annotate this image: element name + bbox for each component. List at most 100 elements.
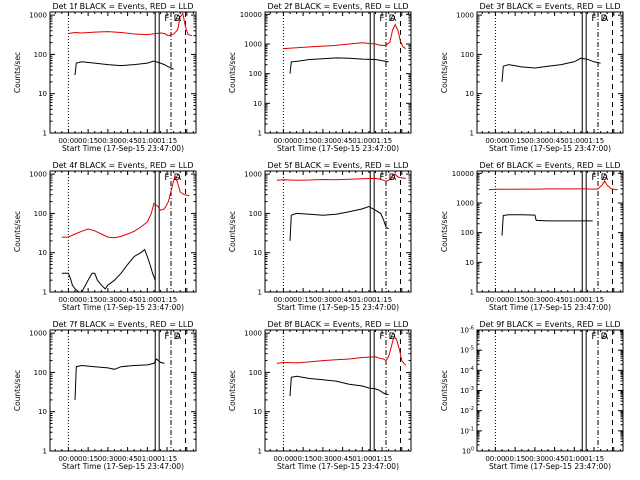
y-axis-label: Counts/sec <box>13 52 22 93</box>
x-axis-label: Start Time (17-Sep-15 23:47:00) <box>277 462 399 471</box>
x-tick-label: 00:30 <box>313 137 333 145</box>
y-tick-label: 10 <box>38 249 47 257</box>
plot-title: Det 9f BLACK = Events, RED = LLD <box>479 320 620 329</box>
event-rate-line <box>289 57 389 74</box>
event-marker-label: A <box>390 173 397 183</box>
x-tick-label: 00:45 <box>545 296 565 304</box>
y-tick-label: 1000 <box>456 12 474 20</box>
y-tick-label: 1000 <box>456 200 474 208</box>
x-tick-label: 00:15 <box>78 137 98 145</box>
event-marker-label: D <box>601 332 608 342</box>
y-tick-label: 100 <box>249 210 262 218</box>
x-axis-label: Start Time (17-Sep-15 23:47:00) <box>62 462 184 471</box>
x-tick-label: 01:00 <box>564 296 584 304</box>
event-rate-line <box>74 358 165 400</box>
y-tick-label: 100 <box>462 447 474 456</box>
y-tick-label: 1000 <box>244 41 262 49</box>
y-tick-label: 1 <box>258 448 262 456</box>
plot-frame <box>49 11 197 134</box>
event-rate-line <box>501 214 593 236</box>
plot-title: Det 3f BLACK = Events, RED = LLD <box>479 2 620 11</box>
y-tick-label: 10 <box>38 90 47 98</box>
x-tick-label: 01:15 <box>157 455 177 463</box>
y-tick-label: 10-5 <box>460 346 474 355</box>
y-tick-label: 10 <box>253 100 262 108</box>
y-tick-label: 1 <box>43 289 47 297</box>
event-marker-label: F <box>591 332 596 342</box>
event-marker-label: F <box>164 332 169 342</box>
y-tick-label: 10-6 <box>460 326 474 335</box>
plot-panel-4: Det 4f BLACK = Events, RED = LLD 1 10 100 10… <box>13 161 197 312</box>
x-tick-label: 01:15 <box>372 455 392 463</box>
event-marker-label: F <box>164 173 169 183</box>
x-axis-label: Start Time (17-Sep-15 23:47:00) <box>489 462 611 471</box>
y-tick-label: 1 <box>470 130 474 138</box>
x-tick-label: 00:30 <box>98 455 118 463</box>
y-tick-label: 10 <box>465 90 474 98</box>
event-marker-label: D <box>601 173 608 183</box>
x-tick-label: 00:45 <box>545 455 565 463</box>
x-tick-label: 00:00 <box>485 296 505 304</box>
x-tick-label: 00:00 <box>273 455 293 463</box>
x-tick-label: 01:00 <box>352 296 372 304</box>
event-marker-label: D <box>389 332 396 342</box>
y-tick-label: 100 <box>34 51 47 59</box>
x-tick-label: 01:00 <box>352 137 372 145</box>
plot-frame <box>476 170 624 293</box>
x-tick-label: 00:15 <box>505 455 525 463</box>
x-tick-label: 00:45 <box>333 296 353 304</box>
y-tick-label: 1 <box>258 130 262 138</box>
x-tick-label: 01:00 <box>564 137 584 145</box>
x-tick-label: 00:45 <box>545 137 565 145</box>
plot-frame <box>264 170 412 293</box>
y-tick-label: 10 <box>253 249 262 257</box>
y-tick-label: 100 <box>34 210 47 218</box>
plot-frame <box>49 329 197 452</box>
event-marker-label: D <box>174 332 181 342</box>
y-tick-label: 1 <box>43 448 47 456</box>
y-tick-label: 100 <box>34 369 47 377</box>
event-marker-label: D <box>389 173 396 183</box>
plot-frame <box>476 11 624 134</box>
plot-title: Det 6f BLACK = Events, RED = LLD <box>479 161 620 170</box>
x-tick-label: 00:45 <box>333 455 353 463</box>
plot-panel-2: Det 2f BLACK = Events, RED = LLD 1 10 100 10… <box>228 2 412 153</box>
x-tick-label: 00:00 <box>273 296 293 304</box>
y-tick-label: 1 <box>258 289 262 297</box>
x-tick-label: 00:00 <box>58 296 78 304</box>
event-marker-label: F <box>591 14 596 24</box>
y-tick-label: 1 <box>43 130 47 138</box>
plot-frame <box>49 170 197 293</box>
x-tick-label: 00:30 <box>525 137 545 145</box>
x-tick-label: 00:15 <box>505 296 525 304</box>
plot-panel-6: Det 6f BLACK = Events, RED = LLD 1 10 100 10… <box>440 161 624 312</box>
plot-panel-8: Det 8f BLACK = Events, RED = LLD 1 10 100 10… <box>228 320 412 471</box>
plot-panel-1: Det 1f BLACK = Events, RED = LLD 1 10 100 10… <box>13 2 197 153</box>
x-tick-label: 00:00 <box>58 455 78 463</box>
event-marker-label: A <box>602 173 609 183</box>
x-tick-label: 00:15 <box>78 455 98 463</box>
x-tick-label: 01:15 <box>584 296 604 304</box>
plot-panel-9: Det 9f BLACK = Events, RED = LLD 100 10-1 1… <box>440 320 624 471</box>
x-tick-label: 00:00 <box>485 137 505 145</box>
event-rate-line <box>501 57 601 82</box>
plot-frame <box>476 329 624 452</box>
lld-rate-line <box>68 12 193 37</box>
event-marker-label: A <box>175 14 182 24</box>
y-tick-label: 10-2 <box>460 406 474 415</box>
y-tick-label: 10 <box>253 408 262 416</box>
y-tick-label: 100 <box>461 229 474 237</box>
x-tick-label: 00:30 <box>525 455 545 463</box>
x-tick-label: 00:15 <box>78 296 98 304</box>
x-tick-label: 00:15 <box>293 455 313 463</box>
x-tick-label: 01:15 <box>584 137 604 145</box>
event-rate-line <box>61 248 156 293</box>
x-axis-label: Start Time (17-Sep-15 23:47:00) <box>489 144 611 153</box>
event-rate-line <box>74 60 174 76</box>
x-tick-label: 01:00 <box>137 296 157 304</box>
lld-rate-line <box>283 23 406 50</box>
y-axis-label: Counts/sec <box>13 370 22 411</box>
plot-panel-3: Det 3f BLACK = Events, RED = LLD 1 10 100 10… <box>440 2 624 153</box>
plot-panel-5: Det 5f BLACK = Events, RED = LLD 1 10 100 10… <box>228 161 412 312</box>
